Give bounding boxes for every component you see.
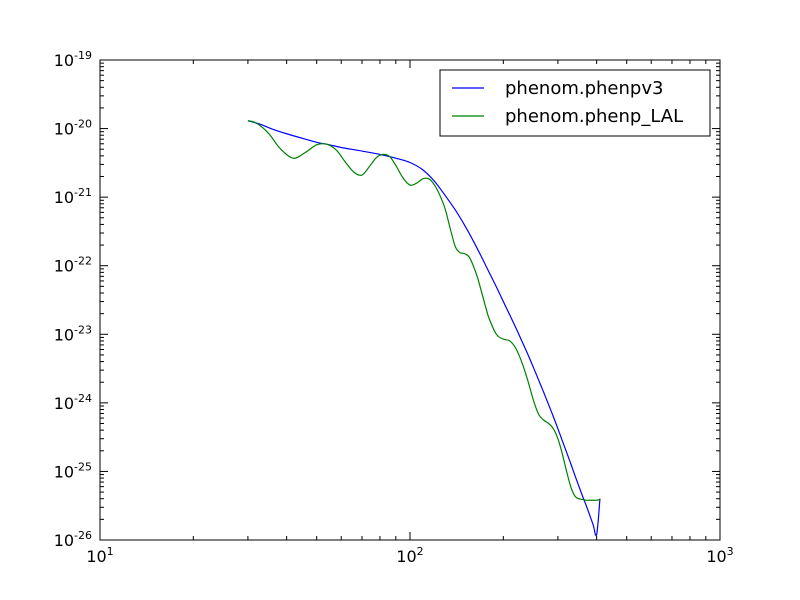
x-tick-base: 10 bbox=[86, 547, 106, 566]
y-tick-base: 10 bbox=[54, 325, 74, 344]
y-tick-exp: -22 bbox=[74, 255, 92, 268]
legend: phenom.phenpv3 phenom.phenp_LAL bbox=[439, 69, 711, 137]
y-tick-base: 10 bbox=[54, 462, 74, 481]
y-tick-base: 10 bbox=[54, 257, 74, 276]
plot-background bbox=[100, 60, 720, 540]
y-tick-base: 10 bbox=[54, 531, 74, 550]
x-tick-base: 10 bbox=[396, 547, 416, 566]
legend-label: phenom.phenpv3 bbox=[505, 78, 663, 99]
x-tick-label: 102 bbox=[396, 545, 423, 566]
y-tick-label: 10-25 bbox=[54, 460, 92, 481]
legend-label: phenom.phenp_LAL bbox=[505, 106, 683, 127]
y-tick-base: 10 bbox=[54, 188, 74, 207]
y-tick-label: 10-24 bbox=[54, 392, 92, 413]
y-tick-label: 10-26 bbox=[54, 529, 92, 550]
series-line-phenp-lal bbox=[247, 120, 601, 501]
y-tick-label: 10-23 bbox=[54, 323, 92, 344]
y-tick-exp: -25 bbox=[74, 460, 92, 473]
y-tick-base: 10 bbox=[54, 120, 74, 139]
y-tick-exp: -20 bbox=[74, 118, 92, 131]
series-line-phenpv3 bbox=[247, 120, 601, 537]
plot-area bbox=[100, 60, 720, 540]
x-tick-base: 10 bbox=[706, 547, 726, 566]
y-tick-label: 10-22 bbox=[54, 255, 92, 276]
y-tick-exp: -21 bbox=[74, 186, 92, 199]
y-tick-label: 10-20 bbox=[54, 118, 92, 139]
x-tick-exp: 1 bbox=[107, 545, 114, 558]
series-layer bbox=[247, 120, 601, 537]
x-tick-label: 101 bbox=[86, 545, 113, 566]
y-tick-exp: -23 bbox=[74, 323, 92, 336]
y-tick-exp: -26 bbox=[74, 529, 92, 542]
tick-layer: 101 102 10310-1910-2010-2110-2210-2310-241… bbox=[54, 49, 734, 566]
x-tick-exp: 3 bbox=[727, 545, 734, 558]
y-tick-base: 10 bbox=[54, 394, 74, 413]
y-tick-exp: -19 bbox=[74, 49, 92, 62]
y-tick-exp: -24 bbox=[74, 392, 92, 405]
x-tick-label: 103 bbox=[706, 545, 733, 566]
y-tick-base: 10 bbox=[54, 51, 74, 70]
legend-box bbox=[439, 69, 711, 137]
y-tick-label: 10-19 bbox=[54, 49, 92, 70]
x-tick-exp: 2 bbox=[417, 545, 424, 558]
y-tick-label: 10-21 bbox=[54, 186, 92, 207]
